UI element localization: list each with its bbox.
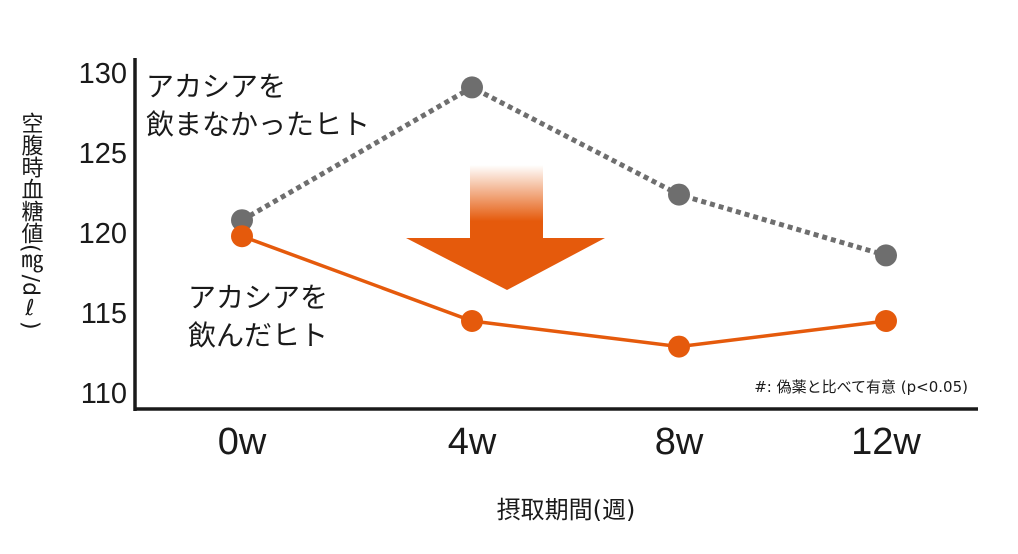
data-point-acacia (875, 310, 897, 332)
y-tick-label: 130 (79, 58, 127, 90)
data-point-acacia (668, 335, 690, 358)
x-axis-label: 摂取期間(週) (497, 496, 636, 524)
x-tick-label: 0w (218, 421, 267, 463)
y-tick-label: 115 (81, 298, 127, 330)
y-tick-label: 125 (79, 138, 127, 170)
series-label-no-acacia: アカシアを 飲まなかったヒト (146, 70, 370, 141)
y-tick-label: 110 (81, 378, 127, 410)
y-axis-label: 空腹時血糖値(㎎/dℓ) (18, 112, 44, 330)
data-point-acacia (461, 310, 483, 332)
y-tick-label: 120 (79, 218, 127, 250)
series-label-no-acacia-line2: 飲まなかったヒト (146, 108, 370, 141)
series-label-acacia-line1: アカシアを (188, 281, 328, 314)
x-tick-label: 8w (655, 421, 704, 463)
data-point-no-acacia (668, 183, 690, 206)
x-tick-label: 12w (851, 421, 921, 463)
series-label-acacia: アカシアを 飲んだヒト (188, 281, 337, 352)
data-point-no-acacia (875, 244, 897, 267)
series-label-acacia-line2: 飲んだヒト (188, 319, 328, 352)
data-point-acacia (231, 225, 253, 248)
series-line-no-acacia (240, 84, 887, 258)
significance-note: #: 偽薬と比べて有意 (p<0.05) (754, 378, 968, 396)
decrease-arrow (406, 165, 605, 290)
series-label-no-acacia-line1: アカシアを (146, 70, 286, 103)
x-tick-label: 4w (448, 421, 497, 463)
data-point-no-acacia (231, 209, 253, 232)
series-line-acacia (241, 234, 887, 349)
data-point-no-acacia (461, 76, 483, 99)
